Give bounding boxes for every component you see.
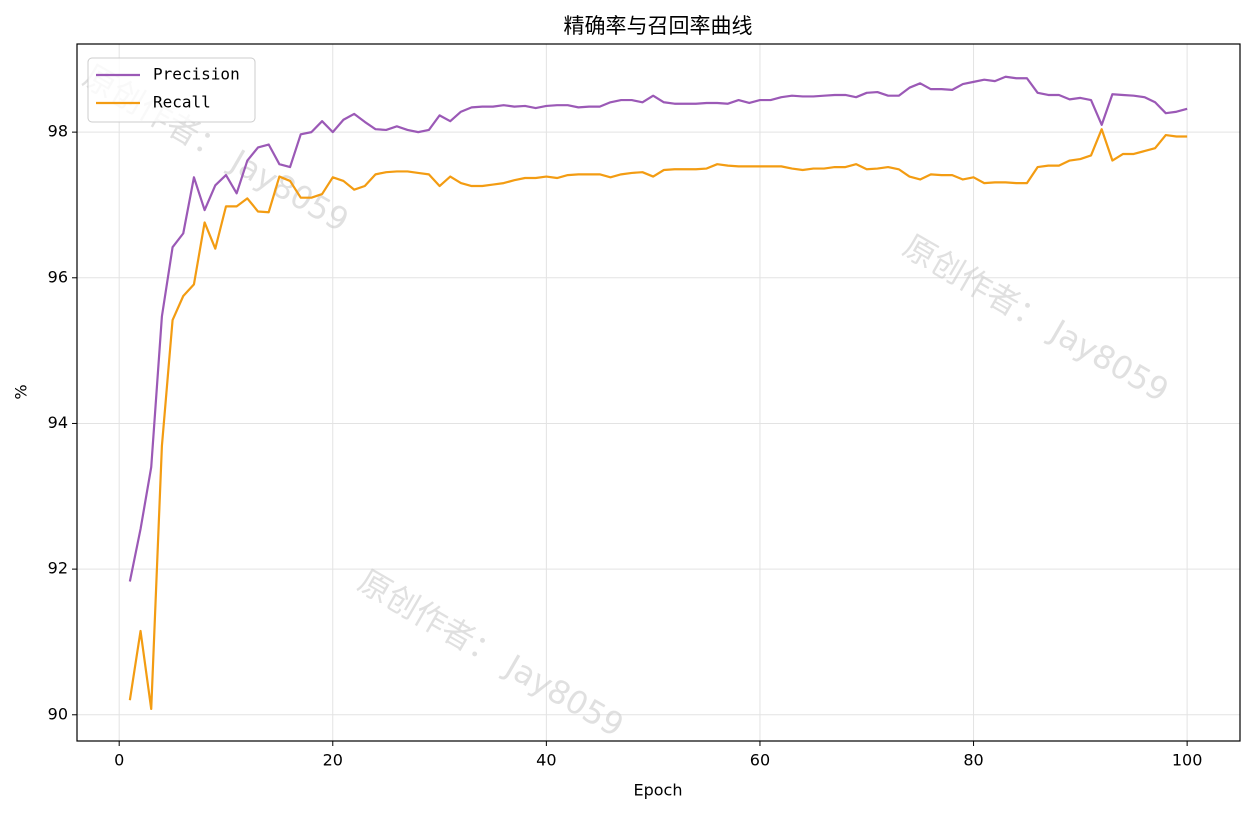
y-tick-label: 90 — [48, 704, 68, 723]
y-tick-label: 96 — [48, 267, 68, 286]
series-line — [128, 75, 1188, 582]
legend-label: Precision — [153, 65, 240, 84]
legend: Precision Recall — [87, 57, 256, 123]
chart-title: 精确率与召回率曲线 — [564, 14, 753, 38]
watermark: 原创作者： Jay8059 — [897, 227, 1175, 410]
y-tick-label: 98 — [48, 122, 68, 141]
x-tick-label: 0 — [114, 751, 124, 770]
x-tick-label: 100 — [1172, 751, 1203, 770]
y-tick-label: 92 — [48, 559, 68, 578]
x-tick-label: 20 — [323, 751, 343, 770]
y-tick-label: 94 — [48, 413, 68, 432]
x-tick-label: 80 — [963, 751, 983, 770]
watermark: 原创作者： Jay8059 — [352, 562, 630, 745]
x-tick-label: 40 — [536, 751, 556, 770]
legend-label: Recall — [153, 93, 211, 112]
series-line — [128, 128, 1188, 711]
plot-frame — [76, 43, 1241, 742]
x-axis-label: Epoch — [634, 781, 683, 800]
x-tick-label: 60 — [750, 751, 770, 770]
y-axis-label: % — [12, 384, 31, 399]
